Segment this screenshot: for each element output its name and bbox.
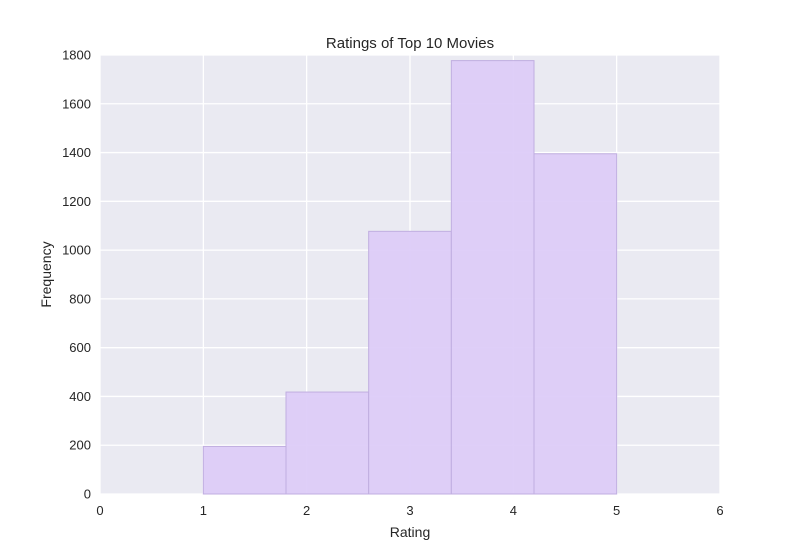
histogram-bar <box>368 230 452 495</box>
y-tick-label: 0 <box>84 487 91 502</box>
x-tick-label: 1 <box>200 503 207 518</box>
histogram-bar <box>450 60 535 495</box>
x-tick-label: 6 <box>716 503 723 518</box>
x-tick-label: 5 <box>613 503 620 518</box>
histogram-bar <box>202 445 287 495</box>
y-axis-label: Frequency <box>38 241 54 307</box>
histogram-bar <box>285 391 370 495</box>
histogram-bars <box>202 60 618 495</box>
x-axis-label: Rating <box>390 524 430 540</box>
x-tick-label: 2 <box>303 503 310 518</box>
y-tick-label: 1000 <box>62 243 91 258</box>
histogram-bar <box>533 153 618 495</box>
x-tick-label: 3 <box>406 503 413 518</box>
y-tick-label: 1800 <box>62 48 91 63</box>
y-tick-label: 600 <box>69 340 91 355</box>
y-axis-ticks: 0 200 400 600 800 1000 1200 1400 1600 1800 <box>62 48 91 502</box>
x-tick-label: 4 <box>510 503 517 518</box>
y-tick-label: 800 <box>69 291 91 306</box>
y-tick-label: 1400 <box>62 145 91 160</box>
y-tick-label: 1600 <box>62 96 91 111</box>
y-tick-label: 1200 <box>62 194 91 209</box>
x-tick-label: 0 <box>96 503 103 518</box>
y-tick-label: 200 <box>69 438 91 453</box>
x-axis-ticks: 0 1 2 3 4 5 6 <box>96 503 723 518</box>
y-tick-label: 400 <box>69 389 91 404</box>
chart-title: Ratings of Top 10 Movies <box>326 35 494 52</box>
